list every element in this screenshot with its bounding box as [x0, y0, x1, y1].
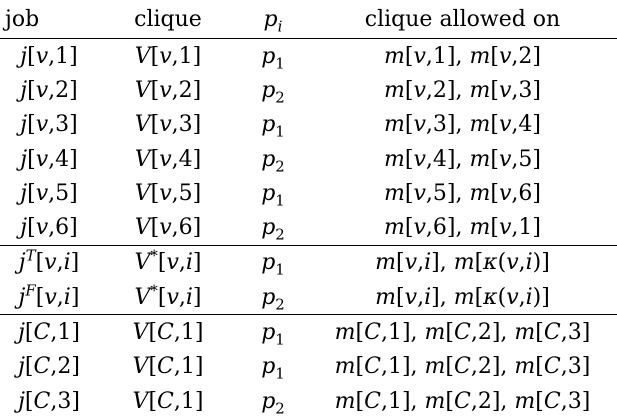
cell-p: p2 [238, 210, 308, 245]
cell-clique: V[C,1] [98, 350, 238, 384]
cell-allowed-on: m[v,2], m[v,3] [308, 73, 617, 107]
header-job: job [0, 0, 98, 39]
cell-allowed-on: m[C,1], m[C,2], m[C,3] [308, 384, 617, 418]
cell-job: j[C,3] [0, 384, 98, 418]
cell-allowed-on: m[C,1], m[C,2], m[C,3] [308, 350, 617, 384]
cell-job: j[v,1] [0, 39, 98, 74]
cell-job: j[v,3] [0, 108, 98, 142]
cell-p: p1 [238, 108, 308, 142]
cell-clique: V*[v,i] [98, 245, 238, 280]
header-clique: clique [98, 0, 238, 39]
cell-job: j[v,6] [0, 210, 98, 245]
cell-allowed-on: m[C,1], m[C,2], m[C,3] [308, 315, 617, 350]
cell-p: p1 [238, 39, 308, 74]
cell-clique: V[v,5] [98, 176, 238, 210]
cell-clique: V[C,1] [98, 315, 238, 350]
cell-clique: V[v,1] [98, 39, 238, 74]
cell-p: p2 [238, 384, 308, 418]
cell-clique: V[v,4] [98, 142, 238, 176]
cell-job: j[v,2] [0, 73, 98, 107]
cell-clique: V[v,6] [98, 210, 238, 245]
cell-p: p2 [238, 73, 308, 107]
cell-job: j[C,1] [0, 315, 98, 350]
cell-clique: V*[v,i] [98, 280, 238, 315]
cell-clique: V[C,1] [98, 384, 238, 418]
cell-clique: V[v,2] [98, 73, 238, 107]
cell-p: p1 [238, 315, 308, 350]
cell-clique: V[v,3] [98, 108, 238, 142]
cell-job: j[C,2] [0, 350, 98, 384]
cell-allowed-on: m[v,i], m[κ(v,i)] [308, 280, 617, 315]
table-header-row: job clique pi clique allowed on [0, 0, 617, 39]
cell-job: j[v,4] [0, 142, 98, 176]
header-p-i: pi [238, 0, 308, 39]
cell-p: p2 [238, 142, 308, 176]
cell-job: jF[v,i] [0, 280, 98, 315]
cell-p: p1 [238, 245, 308, 280]
cell-p: p1 [238, 350, 308, 384]
cell-allowed-on: m[v,3], m[v,4] [308, 108, 617, 142]
header-clique-allowed-on: clique allowed on [308, 0, 617, 39]
cell-allowed-on: m[v,1], m[v,2] [308, 39, 617, 74]
cell-job: j[v,5] [0, 176, 98, 210]
cell-p: p2 [238, 280, 308, 315]
cell-job: jT[v,i] [0, 245, 98, 280]
cell-allowed-on: m[v,i], m[κ(v,i)] [308, 245, 617, 280]
cell-p: p1 [238, 176, 308, 210]
cell-allowed-on: m[v,5], m[v,6] [308, 176, 617, 210]
cell-allowed-on: m[v,6], m[v,1] [308, 210, 617, 245]
cell-allowed-on: m[v,4], m[v,5] [308, 142, 617, 176]
